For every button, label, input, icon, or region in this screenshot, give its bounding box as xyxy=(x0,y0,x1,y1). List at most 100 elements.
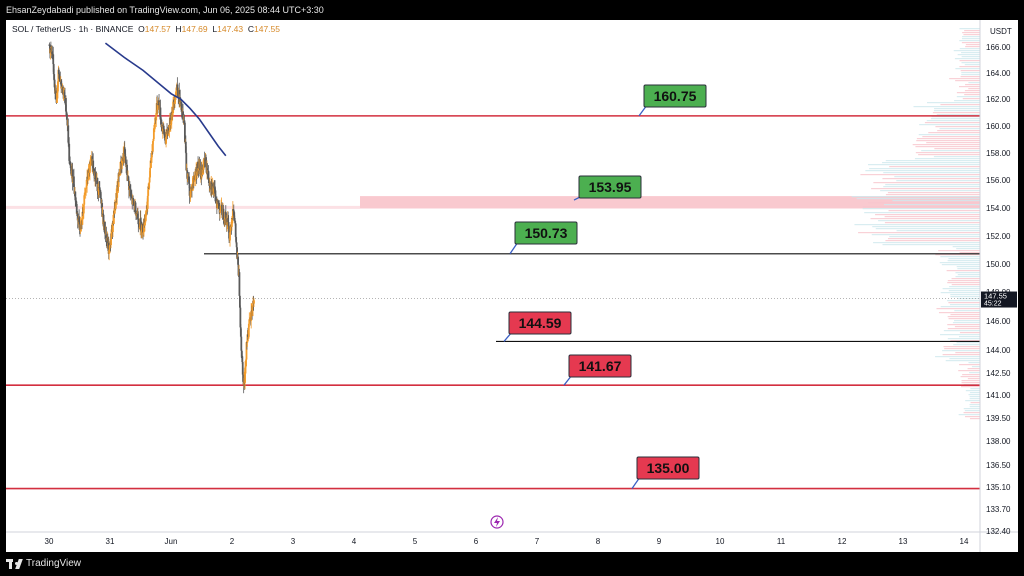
candle xyxy=(149,167,151,178)
candle-body xyxy=(207,179,210,183)
level-label-160.75[interactable]: 160.75 xyxy=(638,84,707,117)
candle xyxy=(176,77,179,91)
y-tick-label: 162.00 xyxy=(986,95,1011,104)
profile-bar xyxy=(933,156,980,158)
candle-body xyxy=(72,182,74,184)
close-value: 147.55 xyxy=(253,24,280,34)
level-label-150.73[interactable]: 150.73 xyxy=(509,221,578,255)
candle xyxy=(142,222,144,240)
candle xyxy=(96,177,99,200)
candle-body xyxy=(56,93,58,103)
level-label-144.59[interactable]: 144.59 xyxy=(503,311,572,342)
profile-bar xyxy=(948,258,980,260)
candle xyxy=(191,176,194,191)
candle-body xyxy=(166,131,169,135)
candle-body xyxy=(185,152,188,171)
profile-bar xyxy=(969,398,980,400)
candle xyxy=(232,204,235,217)
profile-bar xyxy=(958,414,980,416)
candle-body xyxy=(115,193,118,204)
candle-body xyxy=(126,164,128,176)
profile-bar xyxy=(882,244,980,246)
candle-body xyxy=(170,121,173,125)
candle xyxy=(252,296,254,317)
candle-body xyxy=(140,221,143,232)
candle-body xyxy=(87,179,89,181)
level-label-153.95[interactable]: 153.95 xyxy=(573,175,642,201)
candle-body xyxy=(101,213,104,217)
price-chart[interactable]: 160.75 153.95 150.73 144.59 141.67 135.00 USD… xyxy=(6,20,1018,552)
profile-bar xyxy=(964,90,980,92)
candle xyxy=(85,185,88,189)
candle xyxy=(165,128,168,143)
candle xyxy=(208,181,211,193)
lightning-icon-bolt xyxy=(494,517,500,527)
candle-body xyxy=(82,213,85,215)
ma-line xyxy=(104,42,227,157)
level-label-135.00[interactable]: 135.00 xyxy=(631,456,700,489)
profile-bar xyxy=(949,304,980,306)
low-key: L xyxy=(212,24,218,34)
profile-bar xyxy=(928,132,980,134)
candle-body xyxy=(175,88,178,92)
profile-bar xyxy=(949,286,980,288)
candle-body xyxy=(138,226,141,228)
profile-bar xyxy=(951,278,980,280)
candle-body xyxy=(138,224,141,228)
candle xyxy=(108,248,111,261)
candle-body xyxy=(218,208,221,213)
candle-body xyxy=(93,170,96,176)
candle-body xyxy=(195,167,198,176)
candle-body xyxy=(210,182,213,190)
profile-bar xyxy=(961,380,980,382)
candle xyxy=(129,183,132,201)
candle xyxy=(185,146,188,171)
candle-body xyxy=(61,86,64,89)
y-tick-label: 133.70 xyxy=(986,505,1011,514)
level-label-141.67[interactable]: 141.67 xyxy=(563,354,632,386)
candle-body xyxy=(163,129,166,135)
candle-body xyxy=(232,210,235,216)
profile-bar xyxy=(950,294,980,296)
level-labels[interactable]: 160.75 153.95 150.73 144.59 141.67 135.00 xyxy=(503,84,707,489)
last-price-box xyxy=(981,291,1017,308)
candle-body xyxy=(69,164,72,166)
candle-body xyxy=(244,366,247,368)
profile-bar xyxy=(873,182,980,184)
candle xyxy=(94,167,97,187)
profile-bar xyxy=(875,228,980,230)
candle-body xyxy=(174,97,177,100)
candle-body xyxy=(57,69,60,82)
candle-body xyxy=(114,203,117,209)
profile-bar xyxy=(961,56,980,58)
candle-body xyxy=(98,187,101,191)
open-value: 147.57 xyxy=(144,24,171,34)
tradingview-logo[interactable]: TradingView xyxy=(6,558,81,569)
profile-bar xyxy=(934,148,980,150)
profile-bar xyxy=(948,290,980,292)
label-text: 141.67 xyxy=(579,358,622,374)
profile-bar xyxy=(885,194,980,196)
profile-bar xyxy=(959,332,980,334)
profile-bar xyxy=(960,386,980,388)
profile-bar xyxy=(851,196,980,198)
candle-body xyxy=(237,257,239,265)
candle-body xyxy=(161,125,164,131)
chart-frame[interactable]: 160.75 153.95 150.73 144.59 141.67 135.00 USD… xyxy=(6,20,1018,552)
candle-body xyxy=(68,160,71,165)
profile-bar xyxy=(888,210,980,212)
profile-bar xyxy=(954,320,980,322)
profile-bar xyxy=(962,32,980,34)
profile-bar xyxy=(884,204,980,206)
candle xyxy=(142,231,145,235)
candle xyxy=(143,214,146,228)
candle xyxy=(182,111,185,125)
profile-bar xyxy=(887,238,980,240)
candle xyxy=(62,85,65,99)
candle-body xyxy=(231,218,233,227)
candle xyxy=(57,65,60,88)
candle-body xyxy=(100,197,103,204)
candle-body xyxy=(132,199,135,204)
candle xyxy=(231,201,234,224)
profile-bar xyxy=(959,336,980,338)
